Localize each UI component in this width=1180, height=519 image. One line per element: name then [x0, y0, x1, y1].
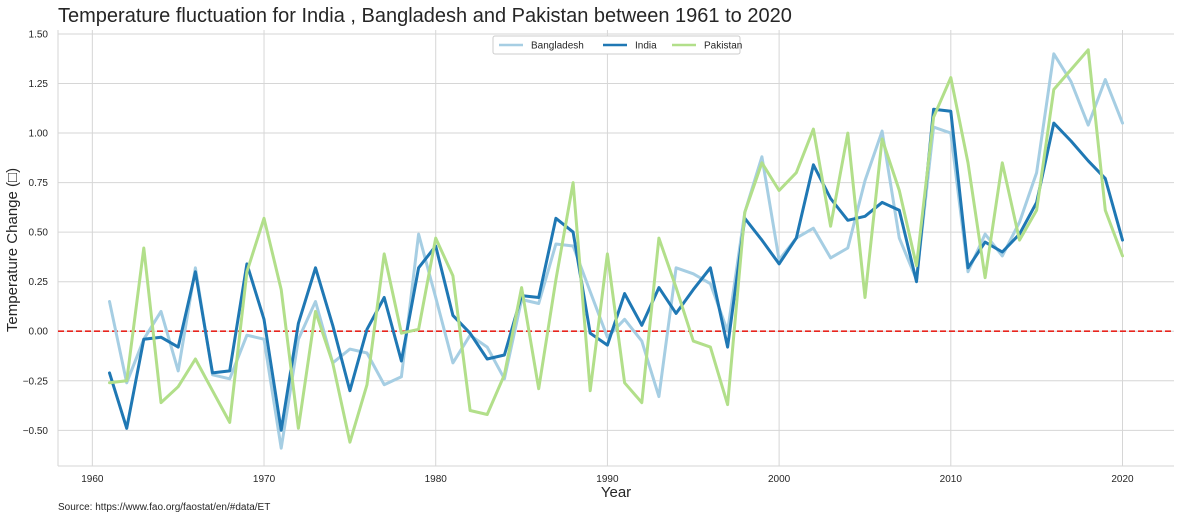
- legend-label-pakistan: Pakistan: [704, 41, 742, 52]
- y-axis-label: Temperature Change (□): [4, 168, 21, 332]
- y-tick-label: 1.50: [29, 29, 49, 40]
- y-tick-label: 1.25: [29, 79, 49, 90]
- x-tick-label: 1980: [425, 474, 448, 485]
- legend-label-india: India: [635, 41, 657, 52]
- series-lines: [108, 48, 1124, 450]
- chart-title: Temperature fluctuation for India , Bang…: [58, 5, 792, 27]
- x-tick-label: 1990: [596, 474, 619, 485]
- y-tick-label: 0.25: [29, 277, 49, 288]
- legend: Bangladesh India Pakistan: [492, 35, 742, 55]
- series-line-bangladesh: [108, 52, 1124, 450]
- y-tick-label: 1.00: [29, 129, 49, 140]
- tick-labels: 1960 1970 1980 1990 2000 2010 2020 −0.50 −0.25 0.…: [23, 29, 1134, 485]
- x-tick-label: 2000: [768, 474, 791, 485]
- y-tick-label: 0.50: [29, 228, 49, 239]
- x-tick-label: 1960: [81, 474, 104, 485]
- y-tick-label: −0.25: [23, 376, 49, 387]
- source-note: Source: https://www.fao.org/faostat/en/#…: [58, 502, 270, 513]
- y-tick-label: −0.50: [23, 426, 49, 437]
- y-tick-label: 0.75: [29, 178, 49, 189]
- x-axis-label: Year: [601, 484, 631, 501]
- series-line-pakistan: [108, 48, 1124, 444]
- x-tick-label: 2010: [940, 474, 963, 485]
- x-tick-label: 1970: [253, 474, 276, 485]
- legend-label-bangladesh: Bangladesh: [531, 41, 584, 52]
- y-tick-label: 0.00: [29, 327, 49, 338]
- x-tick-label: 2020: [1111, 474, 1134, 485]
